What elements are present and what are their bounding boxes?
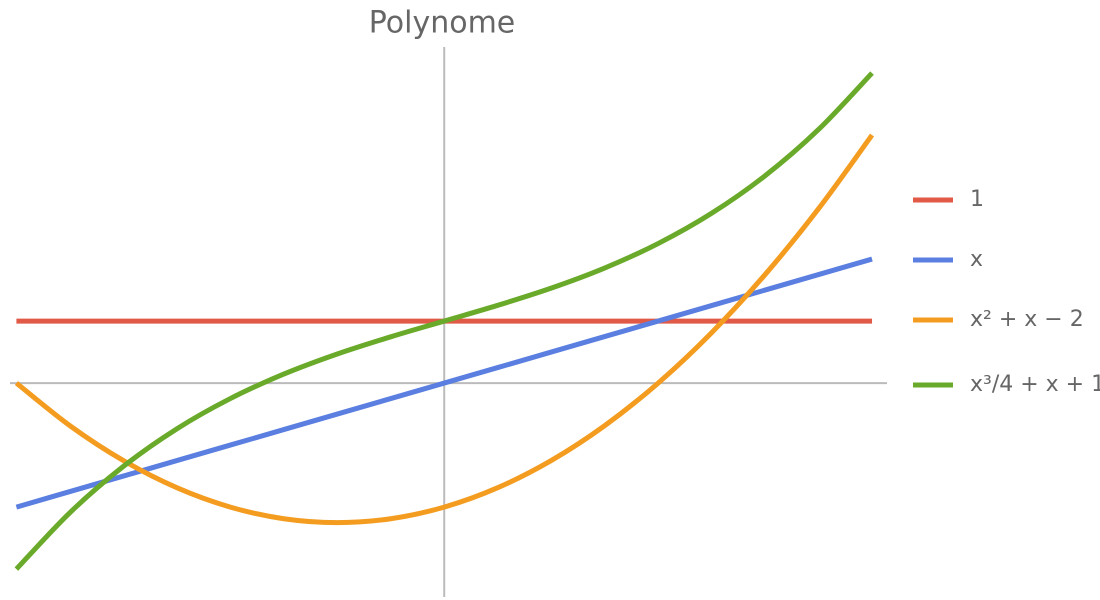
legend-label: x² + x − 2 (970, 307, 1084, 332)
chart-title: Polynome (369, 6, 516, 41)
series-line (14, 133, 875, 526)
legend-label: 1 (970, 187, 984, 212)
series-line (14, 71, 874, 571)
series-line (15, 256, 873, 510)
legend-label: x³/4 + x + 1 (970, 372, 1100, 397)
legend-label: x (970, 247, 983, 272)
